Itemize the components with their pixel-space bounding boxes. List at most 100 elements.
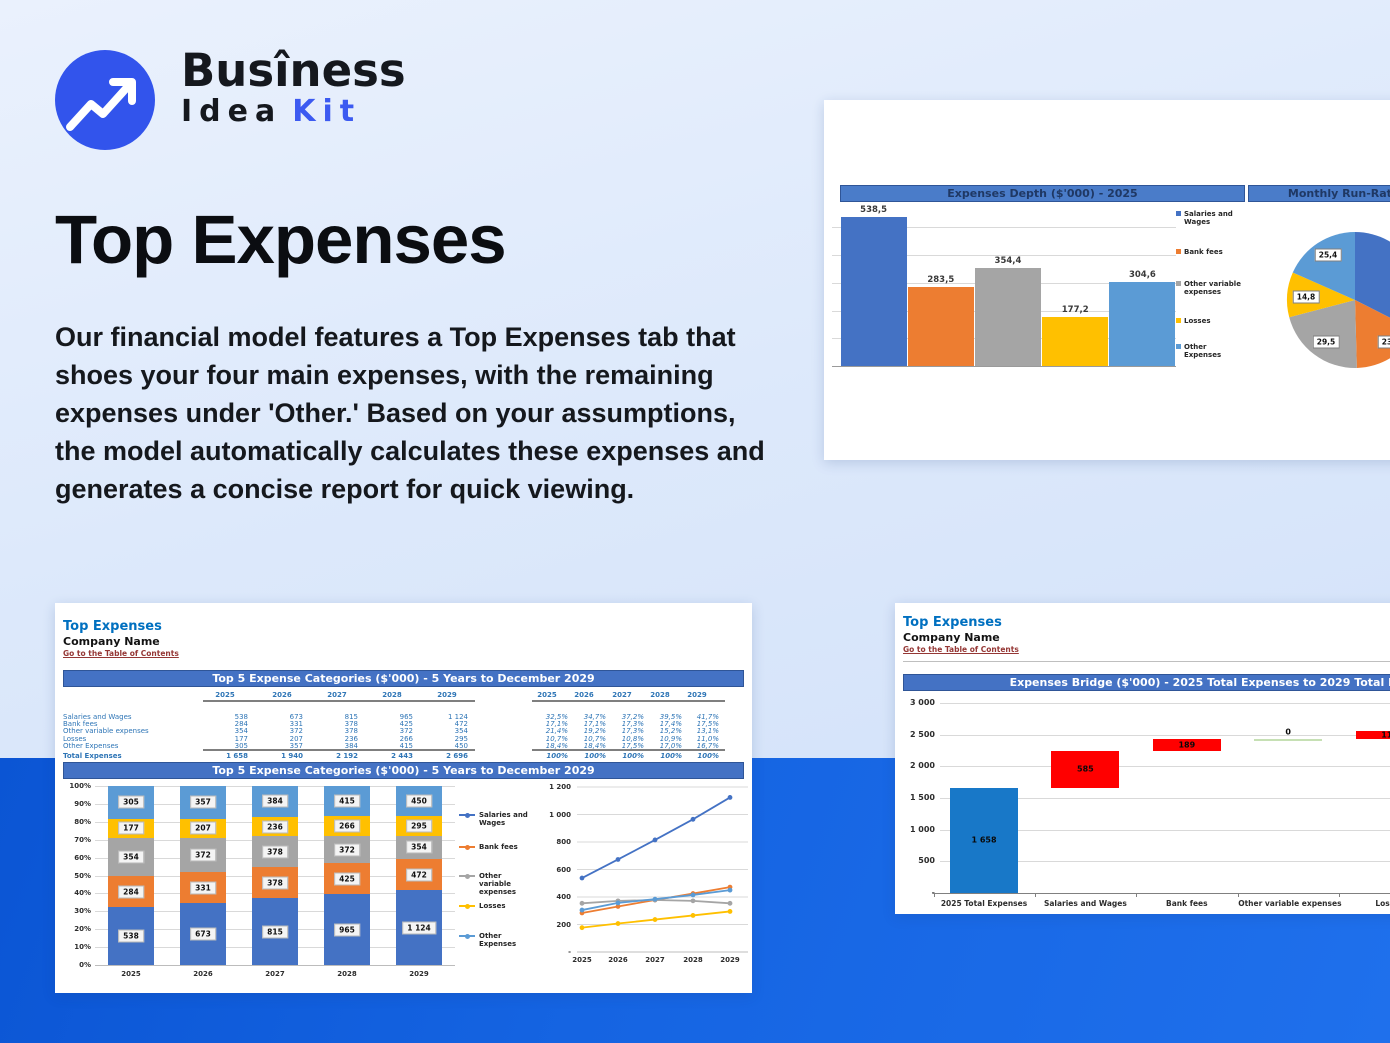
- y-axis-label: 500: [918, 856, 935, 866]
- table-cell: 207: [289, 734, 303, 743]
- x-axis-label: 2027: [645, 956, 665, 964]
- legend-swatch: [1176, 211, 1181, 216]
- legend-dot: [465, 903, 470, 909]
- stacked-chart-title: Top 5 Expense Categories ($'000) - 5 Yea…: [63, 762, 744, 779]
- pie-svg: [1287, 232, 1390, 368]
- line-marker: [652, 896, 658, 902]
- table-cell-pct: 41,7%: [696, 713, 719, 721]
- growth-arrow-icon: [66, 78, 136, 131]
- sheet-company-name: Company Name: [903, 631, 1000, 644]
- stack-segment-label: 357: [190, 795, 216, 809]
- legend-swatch: [1176, 318, 1181, 323]
- x-axis-label: 2029: [409, 970, 429, 978]
- x-axis-label: Salaries and Wages: [1043, 899, 1127, 908]
- line-marker: [652, 917, 658, 922]
- legend-swatch: [1176, 344, 1181, 349]
- stack-segment-label: 354: [406, 840, 432, 854]
- preview-card-bridge: Top Expenses Company Name Go to the Tabl…: [895, 603, 1390, 914]
- bar-Salaries and Wages: [840, 216, 907, 366]
- table-cell-pct: 11,0%: [696, 734, 719, 743]
- stack-segment-label: 425: [334, 872, 360, 886]
- pie-data-label: 25,4: [1314, 248, 1342, 262]
- bar-chart-title: Expenses Depth ($'000) - 2025: [840, 185, 1245, 202]
- table-cell: 425: [399, 720, 413, 729]
- x-axis-label: 2027: [265, 970, 285, 978]
- sheet-company-name: Company Name: [63, 635, 160, 648]
- table-total-cell: 2 443: [391, 752, 413, 760]
- x-axis: [933, 893, 1390, 894]
- table-cell: 372: [289, 727, 303, 736]
- table-cell-pct: 10,7%: [545, 734, 568, 743]
- table-cell-pct: 17,5%: [696, 720, 719, 729]
- table-year-header: 2029: [437, 691, 457, 699]
- legend-swatch: [1176, 281, 1181, 286]
- waterfall-bar-Losses: [1355, 731, 1390, 739]
- line-chart: -200 400 600 800 1 000 1 200 2025 2026 2027 2028 2…: [55, 603, 752, 993]
- table-rule: [203, 749, 475, 751]
- preview-card-charts: Expenses Depth ($'000) - 2025 Monthly Ru…: [824, 100, 1390, 460]
- table-cell-pct: 17,1%: [583, 720, 606, 729]
- y-axis-label: 20%: [74, 925, 91, 934]
- waterfall-value-label: 585: [1077, 764, 1094, 774]
- x-axis-label: 2026: [608, 956, 628, 964]
- stack-segment-label: 295: [406, 819, 432, 833]
- stack-segment-label: 815: [262, 925, 288, 939]
- table-of-contents-link[interactable]: Go to the Table of Contents: [903, 645, 1019, 654]
- y-axis-label: -: [897, 888, 935, 897]
- x-axis: [832, 366, 1176, 367]
- table-cell: 378: [344, 720, 358, 729]
- table-cell-pct: 15,2%: [659, 727, 682, 736]
- legend-dot: [465, 873, 470, 879]
- waterfall-value-label: 0: [1285, 727, 1291, 737]
- waterfall-chart: - 500 1 000 1 500 2 000 2 500 3 000 1 658 2025 T…: [895, 603, 1390, 914]
- pie-chart-title: Monthly Run-Rate ($'000) - 2025: [1248, 185, 1390, 202]
- line-marker: [615, 900, 621, 906]
- legend-label: Other variable expenses: [1184, 280, 1241, 296]
- logo-circle: [55, 50, 155, 150]
- y-axis-label: 80%: [74, 817, 91, 826]
- table-year-header: 2029: [687, 691, 707, 699]
- y-axis-label: 90%: [74, 799, 91, 808]
- table-cell-pct: 17,5%: [621, 741, 644, 750]
- table-of-contents-link[interactable]: Go to the Table of Contents: [63, 649, 179, 658]
- bar-value-label: 304,6: [1128, 269, 1156, 280]
- bar-value-label: 283,5: [927, 275, 955, 286]
- gridline: [940, 829, 1390, 831]
- pie-data-label: 23,6: [1377, 335, 1390, 349]
- table-cell: 965: [399, 713, 413, 721]
- table-cell: 472: [454, 720, 468, 729]
- legend-label: Bank fees: [479, 843, 518, 851]
- waterfall-bar-Salaries and Wages: [1051, 750, 1120, 788]
- pie-slice-Losses: [1287, 272, 1355, 318]
- table-cell: 384: [344, 741, 358, 750]
- table-cell-pct: 39,5%: [659, 713, 682, 721]
- table-cell: 357: [289, 741, 303, 750]
- line-marker: [727, 900, 733, 906]
- table-rule: [203, 700, 475, 702]
- line-marker: [615, 904, 621, 909]
- brand-word-idea: Idea: [181, 94, 283, 129]
- table-cell: 284: [234, 720, 248, 729]
- table-cell-pct: 18,4%: [583, 741, 606, 750]
- table-cell: 1 124: [447, 713, 468, 721]
- x-axis-label: Losses: [1375, 899, 1390, 908]
- stacked-bar-chart: 0% 10% 20% 30% 40% 50% 60% 70% 80% 90% 100% 538 284 3…: [55, 603, 752, 993]
- y-axis-label: 70%: [74, 835, 91, 844]
- stack-segment-label: 284: [118, 885, 144, 899]
- table-rule: [532, 749, 725, 751]
- y-axis-label: 60%: [74, 853, 91, 862]
- line-marker: [727, 887, 733, 893]
- table-cell: 331: [289, 720, 303, 729]
- stack-segment-label: 450: [406, 794, 432, 808]
- y-axis-label: 600: [556, 865, 571, 874]
- table-total-pct: 100%: [622, 752, 644, 760]
- stack-segment-label: 538: [118, 929, 144, 943]
- table-year-header: 2028: [382, 691, 402, 699]
- line-marker: [690, 816, 696, 822]
- y-axis-label: 2 000: [909, 761, 935, 771]
- table-row-label: Losses: [63, 734, 87, 743]
- legend-label: Other Expenses: [479, 932, 517, 948]
- axis-tick: [1237, 893, 1239, 897]
- stack-segment-label: 177: [118, 821, 144, 835]
- brand-word-kit: Kit: [292, 94, 362, 129]
